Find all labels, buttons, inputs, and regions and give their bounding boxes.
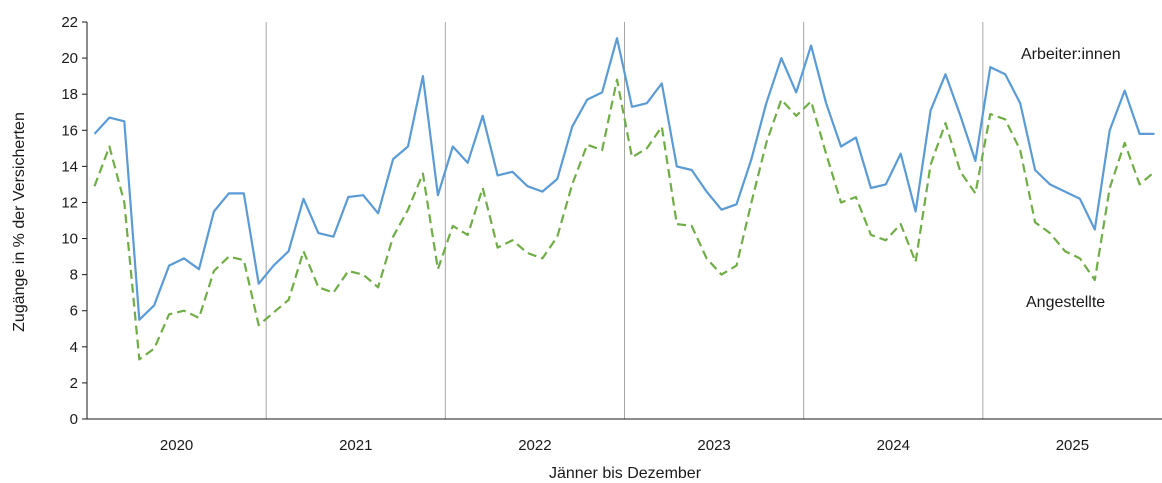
- y-tick-label: 6: [70, 303, 78, 320]
- y-tick-label: 22: [61, 14, 78, 31]
- series-line-angestellte: [93, 78, 1156, 361]
- y-tick-label: 16: [61, 122, 78, 139]
- y-tick-label: 8: [70, 267, 78, 284]
- y-tick-label: 12: [61, 194, 78, 211]
- x-tick-label: 2020: [160, 437, 193, 454]
- y-tick-label: 20: [61, 50, 78, 67]
- y-tick-label: 2: [70, 375, 78, 392]
- x-tick-label: 2022: [518, 437, 551, 454]
- x-tick-label: 2023: [697, 437, 730, 454]
- series-lines: [93, 37, 1156, 361]
- x-axis-year-labels: 2020 2021 2022 2023 2024 2025: [160, 437, 1089, 454]
- y-tick-label: 14: [61, 158, 78, 175]
- x-axis-title: Jänner bis Dezember: [549, 465, 702, 482]
- y-tick-label: 18: [61, 86, 78, 103]
- x-tick-label: 2024: [877, 437, 910, 454]
- series-label-angestellte: Angestellte: [1026, 294, 1105, 311]
- y-tick-label: 4: [70, 339, 78, 356]
- x-tick-label: 2025: [1056, 437, 1089, 454]
- year-separators: [265, 22, 984, 419]
- axes: [86, 22, 1162, 420]
- y-axis-ticks: 0 2 4 6 8 10 12 14 16 18 20 22: [61, 14, 87, 428]
- x-tick-label: 2021: [339, 437, 372, 454]
- series-line-arbeiter: [93, 37, 1155, 321]
- y-tick-label: 10: [61, 231, 78, 248]
- series-label-arbeiter: Arbeiter:innen: [1021, 46, 1121, 63]
- y-tick-label: 0: [70, 411, 78, 428]
- y-axis-title: Zugänge in % der Versicherten: [11, 112, 28, 332]
